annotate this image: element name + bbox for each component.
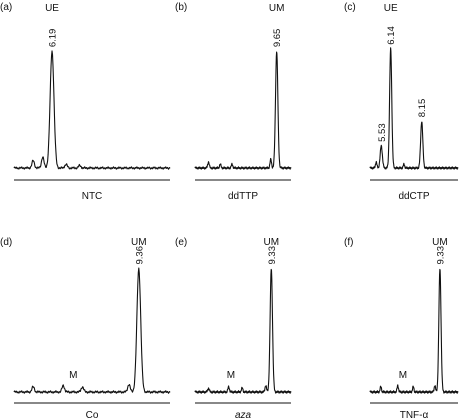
peak-retention-label: 9.33 <box>267 246 278 265</box>
panel-letter: (f) <box>344 237 353 248</box>
peak-tag-label: UE <box>45 3 59 14</box>
peak-tag-label: UE <box>384 3 398 14</box>
chromatogram-trace <box>13 267 171 394</box>
chromatogram-trace <box>194 268 292 394</box>
condition-label: TNF-α <box>400 410 429 420</box>
peak-retention-label: 9.33 <box>435 246 446 265</box>
panel-letter: (b) <box>175 2 187 13</box>
peak-retention-label: 9.65 <box>272 29 283 48</box>
peak-retention-label: 6.14 <box>386 26 397 45</box>
peak-tag-label: UM <box>432 237 448 248</box>
peak-tag-label: UM <box>269 3 285 14</box>
peak-retention-label: 6.19 <box>48 29 59 48</box>
panel-letter: (d) <box>0 237 12 248</box>
peak-retention-label: 5.53 <box>377 123 388 142</box>
condition-label: ddCTP <box>398 191 429 202</box>
minor-peak-tag: M <box>69 370 77 381</box>
condition-label: NTC <box>82 191 103 202</box>
panel-letter: (c) <box>344 2 356 13</box>
panel-letter: (a) <box>0 2 12 13</box>
panel-letter: (e) <box>175 237 187 248</box>
peak-retention-label: 8.15 <box>417 99 428 118</box>
peak-retention-label: 9.36 <box>134 246 145 265</box>
condition-label: aza <box>235 410 252 420</box>
minor-peak-tag: M <box>399 370 407 381</box>
peak-tag-label: UM <box>264 237 280 248</box>
chromatogram-trace <box>194 51 292 170</box>
chromatogram-trace <box>369 268 459 394</box>
minor-peak-tag: M <box>227 370 235 381</box>
condition-label: ddTTP <box>228 191 258 202</box>
peak-tag-label: UM <box>131 237 147 248</box>
chromatogram-trace <box>369 47 459 170</box>
chromatogram-trace <box>13 50 171 170</box>
condition-label: Co <box>86 410 99 420</box>
